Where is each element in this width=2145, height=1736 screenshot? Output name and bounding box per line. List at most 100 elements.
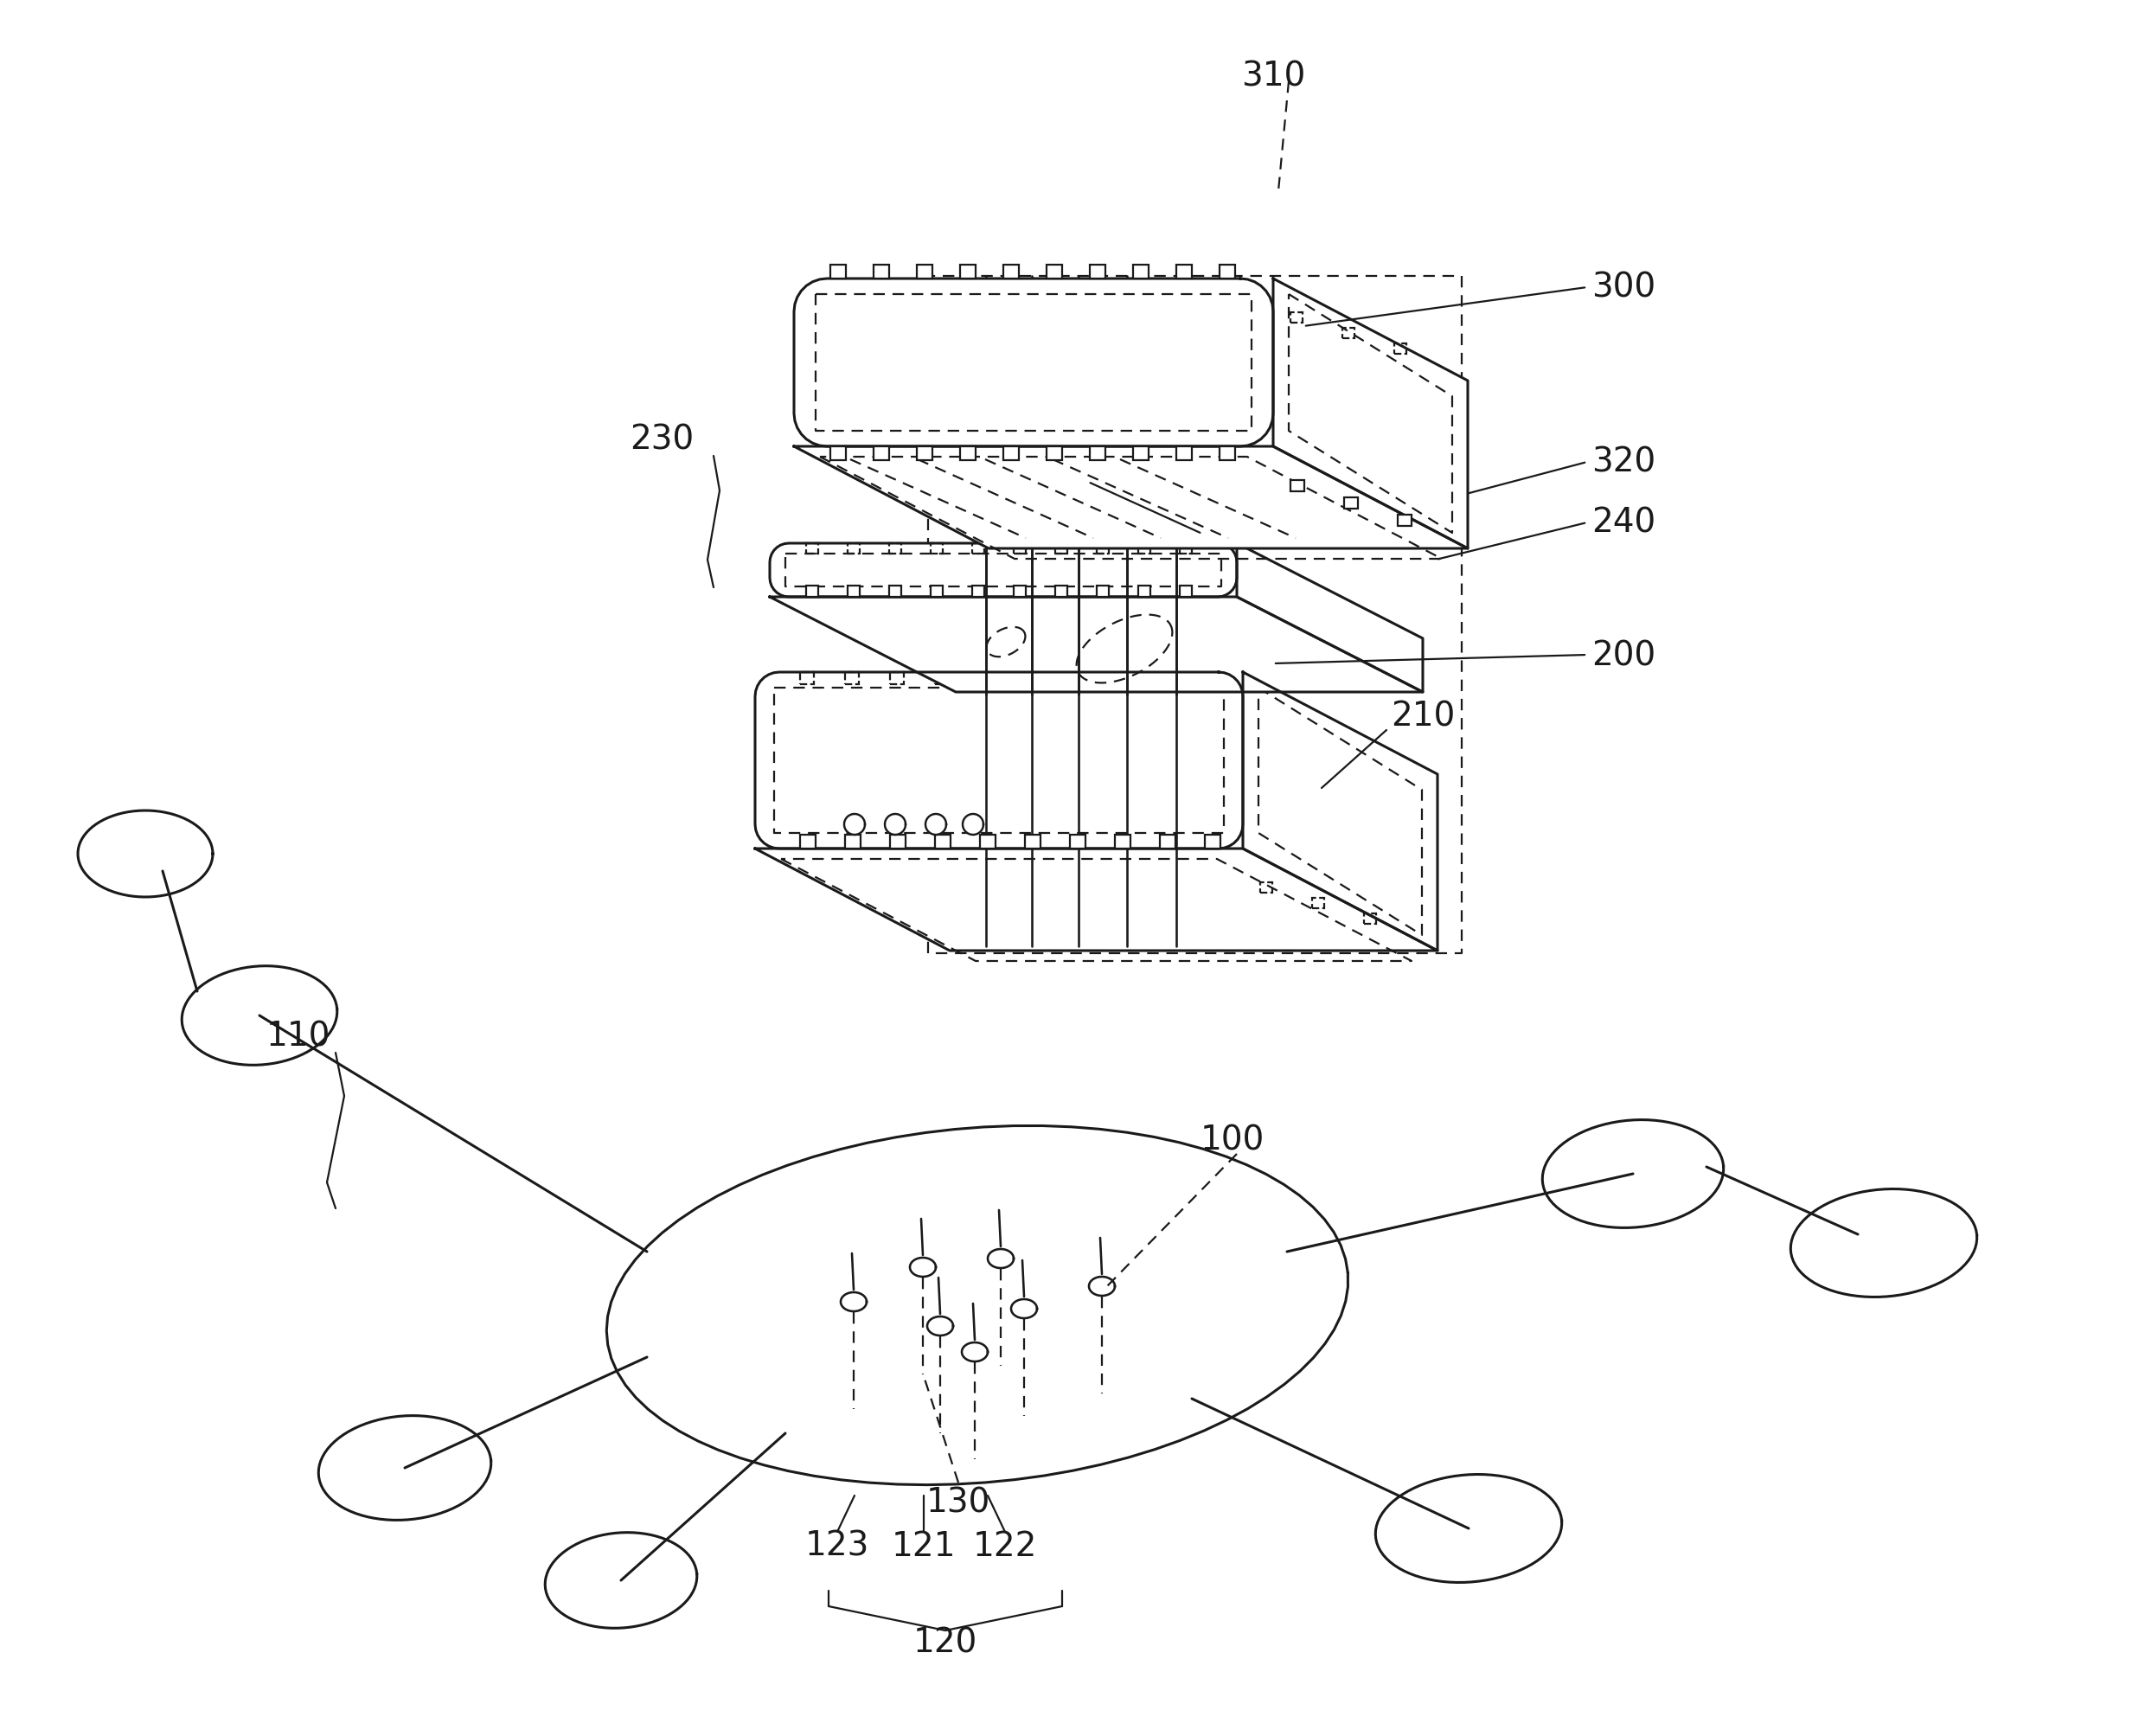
Bar	[800, 835, 815, 849]
Bar	[980, 672, 993, 684]
Bar	[1394, 344, 1407, 354]
Bar	[890, 835, 905, 849]
Bar	[830, 446, 845, 460]
Bar	[1160, 835, 1175, 849]
Polygon shape	[755, 849, 1437, 951]
Bar	[890, 543, 901, 554]
Bar	[873, 446, 890, 460]
Bar	[935, 835, 950, 849]
Bar	[845, 835, 860, 849]
Bar	[1055, 543, 1068, 554]
Bar	[1090, 266, 1105, 279]
Bar	[847, 587, 860, 597]
Bar	[1205, 835, 1221, 849]
Bar	[1025, 672, 1038, 684]
Bar	[807, 543, 817, 554]
Bar	[1004, 446, 1019, 460]
Bar	[1096, 587, 1109, 597]
Text: 130: 130	[927, 1486, 991, 1519]
Bar	[1139, 587, 1150, 597]
Polygon shape	[1238, 543, 1422, 693]
Bar	[1160, 672, 1173, 684]
Bar	[800, 672, 813, 684]
Text: 120: 120	[914, 1627, 978, 1660]
Text: 300: 300	[1592, 271, 1656, 304]
Bar	[935, 672, 948, 684]
Polygon shape	[1274, 279, 1467, 549]
Bar	[830, 266, 845, 279]
Text: 100: 100	[1201, 1123, 1266, 1156]
Bar	[1047, 266, 1062, 279]
Bar	[1175, 446, 1193, 460]
Bar	[1115, 672, 1128, 684]
Bar	[972, 587, 985, 597]
Bar	[1291, 312, 1302, 323]
Polygon shape	[924, 814, 946, 835]
Polygon shape	[1010, 1300, 1036, 1318]
Bar	[890, 672, 903, 684]
Bar	[1047, 446, 1062, 460]
Bar	[847, 543, 860, 554]
Polygon shape	[841, 1293, 867, 1311]
Bar	[1133, 266, 1148, 279]
Bar	[1313, 898, 1323, 908]
Text: 320: 320	[1592, 446, 1656, 479]
Bar	[961, 446, 976, 460]
Bar	[873, 266, 890, 279]
Bar	[1090, 446, 1105, 460]
Bar	[916, 446, 933, 460]
Bar	[1055, 587, 1068, 597]
Polygon shape	[961, 1342, 987, 1361]
Polygon shape	[794, 446, 1467, 549]
Polygon shape	[755, 672, 1242, 849]
Bar	[1399, 516, 1411, 526]
Bar	[1261, 882, 1272, 892]
Polygon shape	[1090, 1278, 1115, 1297]
Bar	[1115, 835, 1130, 849]
Bar	[1364, 913, 1377, 924]
Text: 110: 110	[266, 1019, 330, 1052]
Polygon shape	[1242, 672, 1437, 951]
Bar	[1180, 587, 1193, 597]
Bar	[972, 543, 985, 554]
Bar	[1291, 481, 1304, 491]
Bar	[916, 266, 933, 279]
Bar	[807, 587, 817, 597]
Bar	[1133, 446, 1148, 460]
Bar	[890, 587, 901, 597]
Bar	[1070, 672, 1083, 684]
Bar	[1004, 266, 1019, 279]
Bar	[1096, 543, 1109, 554]
Text: 121: 121	[892, 1529, 957, 1562]
Bar	[1221, 446, 1236, 460]
Bar	[1015, 587, 1025, 597]
Bar	[931, 587, 944, 597]
Polygon shape	[927, 1316, 952, 1335]
Polygon shape	[886, 814, 905, 835]
Polygon shape	[963, 814, 982, 835]
Bar	[980, 835, 995, 849]
Polygon shape	[909, 1259, 935, 1278]
Text: 210: 210	[1390, 700, 1454, 733]
Bar	[931, 543, 944, 554]
Polygon shape	[845, 814, 864, 835]
Bar	[1139, 543, 1150, 554]
Bar	[845, 672, 858, 684]
Text: 310: 310	[1242, 59, 1306, 92]
Polygon shape	[770, 597, 1422, 693]
Bar	[1221, 266, 1236, 279]
Bar	[1070, 835, 1085, 849]
Text: 260: 260	[1023, 462, 1088, 495]
Bar	[961, 266, 976, 279]
Text: 230: 230	[631, 424, 693, 455]
Bar	[1345, 498, 1358, 509]
Text: 122: 122	[974, 1529, 1038, 1562]
Bar	[1175, 266, 1193, 279]
Polygon shape	[794, 279, 1274, 446]
Text: 240: 240	[1592, 507, 1656, 540]
Polygon shape	[987, 1250, 1015, 1269]
Polygon shape	[770, 543, 1238, 597]
Bar	[1180, 543, 1193, 554]
Bar	[1025, 835, 1040, 849]
Bar	[1343, 328, 1353, 339]
